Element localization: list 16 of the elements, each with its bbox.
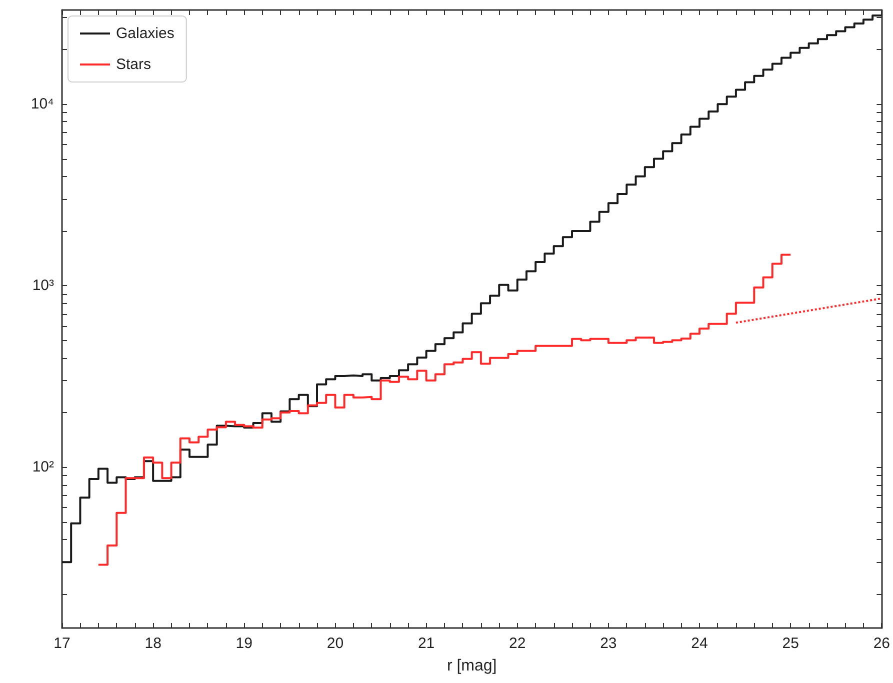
x-tick-label: 26 bbox=[873, 635, 890, 652]
x-tick-label: 24 bbox=[691, 635, 708, 652]
x-tick-label: 23 bbox=[600, 635, 617, 652]
y-tick-label: 10² bbox=[32, 458, 54, 476]
x-tick-label: 21 bbox=[418, 635, 435, 652]
x-tick-label: 22 bbox=[509, 635, 526, 652]
y-tick-label: 10³ bbox=[32, 277, 54, 294]
x-tick-label: 25 bbox=[782, 635, 799, 652]
x-axis-title: r [mag] bbox=[446, 658, 497, 674]
x-tick-label: 18 bbox=[144, 635, 162, 652]
y-tick-label: 10⁴ bbox=[30, 96, 54, 113]
x-tick-label: 17 bbox=[54, 635, 70, 652]
legend-label: Galaxies bbox=[116, 25, 174, 42]
x-tick-label: 20 bbox=[326, 635, 344, 652]
x-tick-label: 19 bbox=[236, 635, 252, 652]
legend-label: Stars bbox=[116, 56, 152, 73]
